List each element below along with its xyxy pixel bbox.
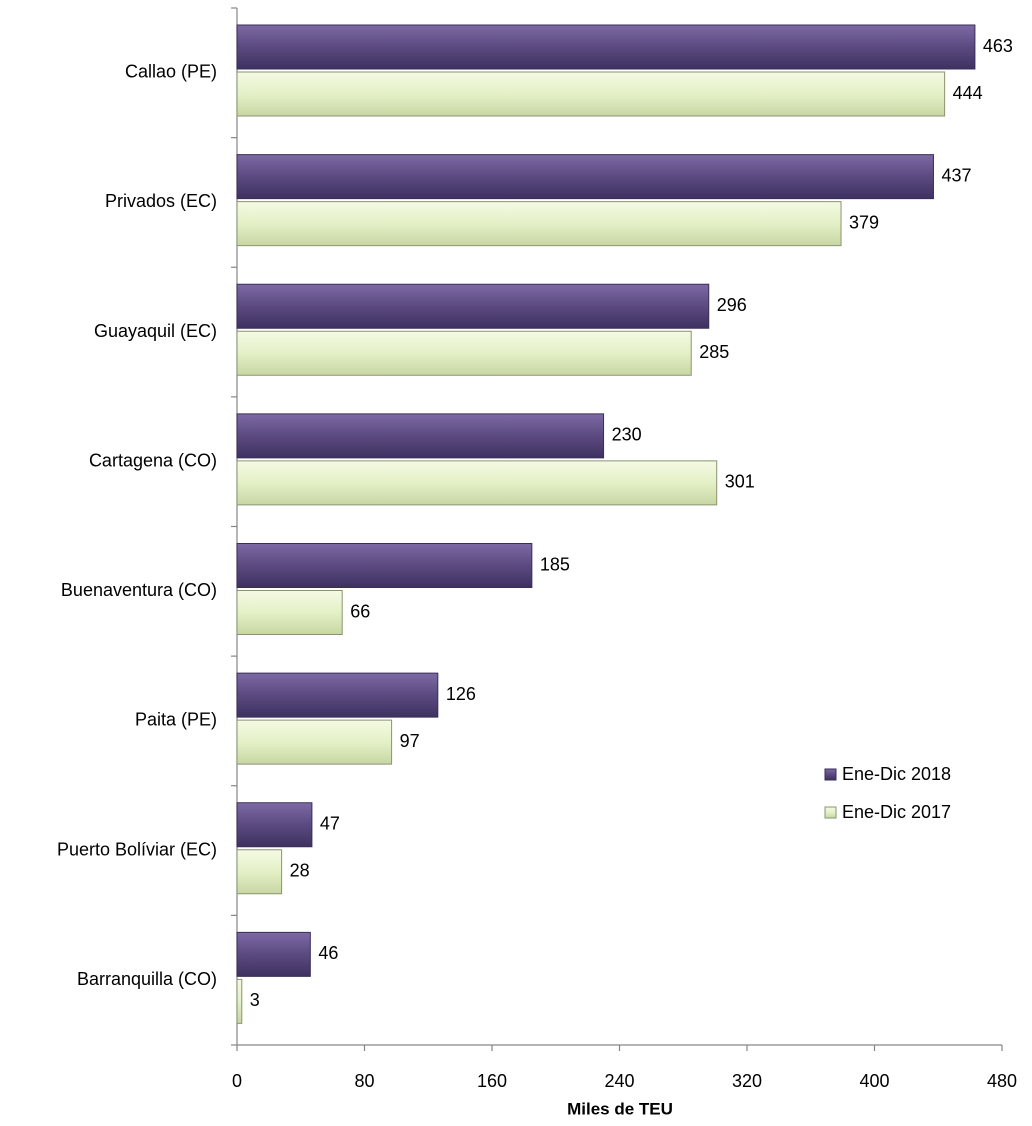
legend-label: Ene-Dic 2017 (842, 802, 951, 822)
bar (236, 283, 710, 329)
bar (236, 719, 393, 765)
bar (236, 672, 439, 718)
legend-label: Ene-Dic 2018 (842, 764, 951, 784)
bar (236, 154, 934, 200)
category-label: Guayaquil (EC) (94, 321, 217, 341)
bar (236, 978, 243, 1024)
x-tick-label: 0 (232, 1071, 242, 1091)
x-tick-label: 400 (859, 1071, 889, 1091)
value-label: 46 (318, 943, 338, 963)
value-label: 126 (446, 684, 476, 704)
category-label: Callao (PE) (125, 62, 217, 82)
bar (236, 590, 343, 635)
value-label: 185 (540, 554, 570, 574)
legend-swatch (824, 806, 837, 819)
value-label: 230 (612, 425, 642, 445)
bar (236, 460, 718, 506)
value-label: 285 (699, 342, 729, 362)
x-tick-label: 80 (354, 1071, 374, 1091)
x-axis-title: Miles de TEU (567, 1099, 673, 1118)
value-label: 437 (941, 165, 971, 185)
category-label: Barranquilla (CO) (77, 969, 217, 989)
bar (236, 71, 946, 117)
bar (236, 802, 313, 848)
value-label: 301 (725, 472, 755, 492)
value-label: 296 (717, 295, 747, 315)
bar (236, 330, 692, 376)
category-label: Buenaventura (CO) (61, 580, 217, 600)
bar (236, 543, 533, 588)
value-label: 379 (849, 212, 879, 232)
value-label: 3 (250, 990, 260, 1010)
value-label: 47 (320, 814, 340, 834)
value-label: 28 (290, 861, 310, 881)
category-label: Privados (EC) (105, 191, 217, 211)
x-tick-label: 320 (732, 1071, 762, 1091)
bar (236, 931, 311, 977)
bar (236, 201, 842, 247)
value-label: 444 (953, 83, 983, 103)
bar (236, 24, 976, 70)
x-tick-label: 480 (987, 1071, 1017, 1091)
value-label: 463 (983, 36, 1013, 56)
legend-swatch (824, 768, 837, 781)
category-label: Cartagena (CO) (89, 450, 217, 470)
value-label: 66 (350, 601, 370, 621)
bar (236, 849, 283, 895)
category-label: Puerto Bolíviar (EC) (57, 839, 217, 859)
value-label: 97 (400, 731, 420, 751)
bar (236, 413, 605, 459)
x-tick-label: 240 (604, 1071, 634, 1091)
x-tick-label: 160 (477, 1071, 507, 1091)
category-label: Paita (PE) (135, 710, 217, 730)
